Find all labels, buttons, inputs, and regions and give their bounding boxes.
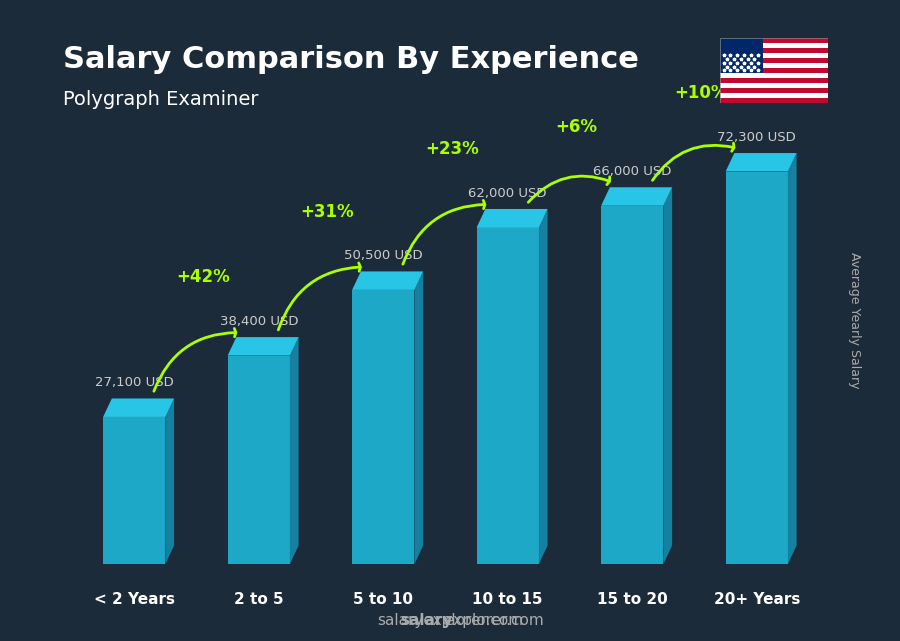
Text: Polygraph Examiner: Polygraph Examiner (63, 90, 258, 109)
Polygon shape (352, 271, 423, 290)
Bar (720, 78, 828, 83)
Bar (720, 93, 828, 97)
Text: +23%: +23% (425, 140, 479, 158)
FancyBboxPatch shape (352, 290, 414, 564)
Polygon shape (228, 337, 299, 356)
Bar (720, 63, 828, 68)
Text: 2 to 5: 2 to 5 (234, 592, 284, 607)
Polygon shape (788, 153, 796, 564)
Text: +10%: +10% (674, 84, 727, 103)
Polygon shape (166, 399, 174, 564)
Bar (720, 88, 828, 93)
Text: 50,500 USD: 50,500 USD (344, 249, 423, 262)
Text: Average Yearly Salary: Average Yearly Salary (849, 253, 861, 388)
Polygon shape (104, 399, 174, 417)
Text: 66,000 USD: 66,000 USD (593, 165, 671, 178)
Bar (720, 73, 828, 78)
Text: 27,100 USD: 27,100 USD (94, 376, 174, 389)
Text: 5 to 10: 5 to 10 (353, 592, 413, 607)
Text: Salary Comparison By Experience: Salary Comparison By Experience (63, 45, 639, 74)
FancyBboxPatch shape (601, 206, 663, 564)
Bar (720, 97, 828, 103)
Text: salary: salary (400, 613, 453, 628)
Text: +42%: +42% (176, 269, 230, 287)
Bar (720, 58, 828, 63)
Text: 38,400 USD: 38,400 USD (220, 315, 298, 328)
Polygon shape (290, 337, 299, 564)
Polygon shape (601, 187, 672, 206)
Text: 20+ Years: 20+ Years (714, 592, 800, 607)
Text: 15 to 20: 15 to 20 (597, 592, 668, 607)
Bar (720, 53, 828, 58)
Bar (720, 48, 828, 53)
Text: salaryexplorer.com: salaryexplorer.com (377, 613, 523, 628)
Polygon shape (477, 209, 547, 228)
FancyBboxPatch shape (228, 356, 290, 564)
Bar (720, 83, 828, 88)
Text: 62,000 USD: 62,000 USD (469, 187, 547, 200)
Polygon shape (725, 153, 796, 172)
Text: < 2 Years: < 2 Years (94, 592, 175, 607)
Bar (720, 38, 828, 44)
FancyBboxPatch shape (725, 172, 788, 564)
Polygon shape (663, 187, 672, 564)
Text: +6%: +6% (555, 119, 598, 137)
Bar (720, 38, 763, 73)
FancyBboxPatch shape (477, 228, 539, 564)
Text: +31%: +31% (301, 203, 354, 221)
Text: 72,300 USD: 72,300 USD (717, 131, 796, 144)
Text: explorer.com: explorer.com (444, 613, 544, 628)
Text: 10 to 15: 10 to 15 (472, 592, 543, 607)
FancyBboxPatch shape (104, 417, 166, 564)
Bar (720, 44, 828, 48)
Bar (720, 68, 828, 73)
Polygon shape (539, 209, 547, 564)
Polygon shape (414, 271, 423, 564)
